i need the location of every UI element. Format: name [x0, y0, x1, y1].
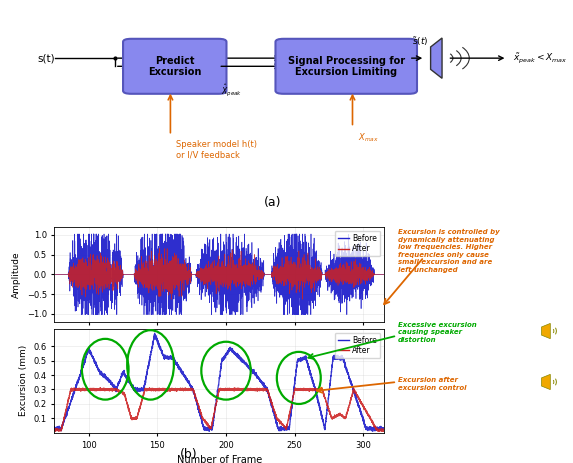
- Text: Excursion is controlled by
dynamically attenuating
low frequencies. Higher
frequ: Excursion is controlled by dynamically a…: [398, 229, 500, 273]
- Text: $\tilde{x}_{peak} < X_{max}$: $\tilde{x}_{peak} < X_{max}$: [513, 51, 567, 65]
- X-axis label: Number of Frame: Number of Frame: [176, 455, 262, 463]
- Text: Signal Processing for
Excursion Limiting: Signal Processing for Excursion Limiting: [288, 56, 405, 77]
- Text: Excessive excursion
causing speaker
distortion: Excessive excursion causing speaker dist…: [398, 322, 477, 343]
- Text: $\tilde{s}(t)$: $\tilde{s}(t)$: [411, 35, 428, 48]
- Text: (b): (b): [180, 448, 198, 461]
- Text: s(t): s(t): [37, 53, 55, 63]
- FancyBboxPatch shape: [276, 39, 417, 94]
- Text: Predict
Excursion: Predict Excursion: [148, 56, 202, 77]
- Polygon shape: [430, 38, 442, 78]
- Text: Excursion after
excursion control: Excursion after excursion control: [398, 377, 467, 391]
- Text: Speaker model h(t)
or I/V feedback: Speaker model h(t) or I/V feedback: [176, 140, 257, 159]
- Legend: Before, After: Before, After: [335, 332, 380, 358]
- Text: $\hat{X}_{peak}$: $\hat{X}_{peak}$: [221, 82, 242, 99]
- Polygon shape: [541, 374, 550, 390]
- Y-axis label: Amplitude: Amplitude: [12, 251, 21, 298]
- Text: $X_{max}$: $X_{max}$: [358, 131, 379, 144]
- Text: (a): (a): [264, 196, 281, 209]
- Polygon shape: [541, 323, 550, 339]
- Y-axis label: Excursion (mm): Excursion (mm): [19, 345, 28, 416]
- Legend: Before, After: Before, After: [335, 231, 380, 257]
- FancyBboxPatch shape: [123, 39, 226, 94]
